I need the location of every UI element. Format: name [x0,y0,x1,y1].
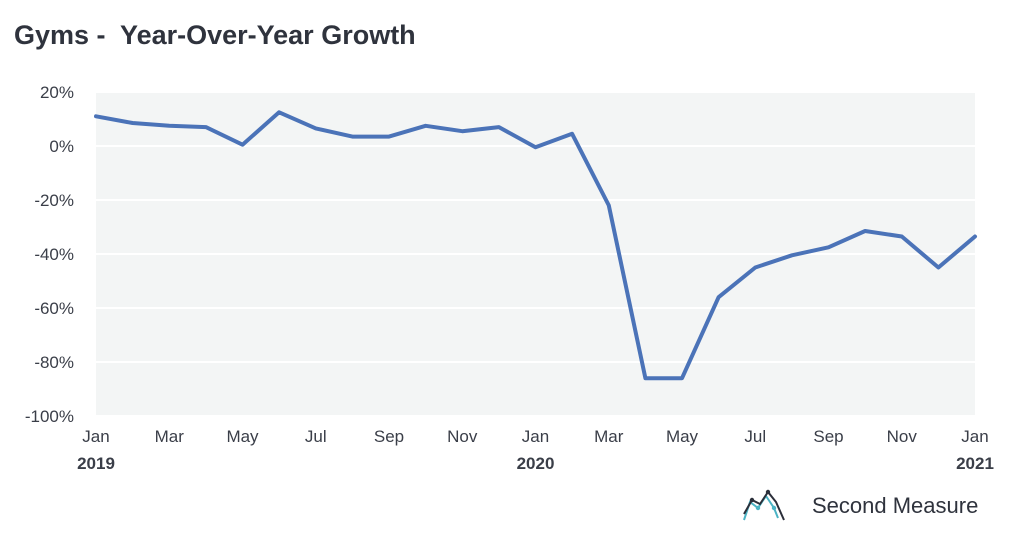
y-tick-label: -40% [34,245,74,264]
x-tick-label: Jan [82,427,109,446]
y-tick-label: 0% [49,137,74,156]
x-tick-label: Sep [813,427,843,446]
y-tick-label: -20% [34,191,74,210]
x-axis-ticks: Jan 2019 Mar May Jul Sep Nov Jan 2020 Mar May Jul Se… [77,427,994,473]
x-tick-label: Jan [522,427,549,446]
x-tick-label: Jul [305,427,327,446]
y-tick-label: -60% [34,299,74,318]
brand-logo: Second Measure [740,488,978,524]
x-year-label: 2021 [956,454,994,473]
x-tick-label: Mar [594,427,624,446]
x-tick-label: May [666,427,699,446]
x-tick-label: Jul [744,427,766,446]
x-tick-label: Nov [447,427,478,446]
y-tick-label: -80% [34,353,74,372]
chart-title: Gyms - Year-Over-Year Growth [14,20,416,50]
x-tick-label: May [226,427,259,446]
x-tick-label: Mar [155,427,185,446]
x-year-label: 2020 [517,454,555,473]
y-tick-label: 20% [40,83,74,102]
x-tick-label: Jan [961,427,988,446]
series-line [94,110,977,381]
y-tick-label: -100% [25,407,74,426]
brand-name: Second Measure [812,493,979,518]
x-tick-label: Nov [887,427,918,446]
x-tick-label: Sep [374,427,404,446]
y-axis-ticks: 20% 0% -20% -40% -60% -80% -100% [25,83,74,426]
x-year-label: 2019 [77,454,115,473]
second-measure-logo-icon [743,489,785,521]
